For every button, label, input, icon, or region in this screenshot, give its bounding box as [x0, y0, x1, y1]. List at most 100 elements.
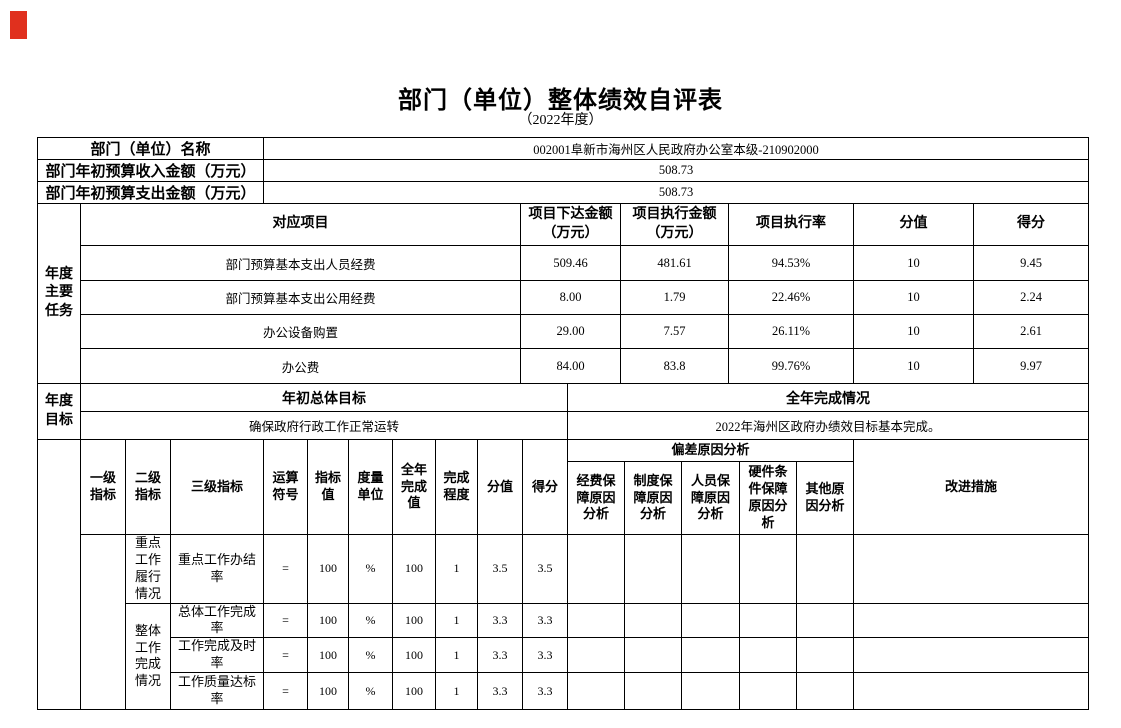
- task-score-cell: 2.24: [973, 280, 1089, 315]
- task-score-cell: 9.45: [973, 245, 1089, 281]
- personnel-cause-cell: [681, 602, 740, 639]
- task-rate-cell: 22.46%: [728, 280, 854, 315]
- points-cell: 3.5: [477, 534, 523, 604]
- task-rate-cell: 94.53%: [728, 245, 854, 281]
- level2-indicator-cell: 重点工作履行情况: [125, 534, 171, 604]
- indicators-section-cell: [37, 438, 81, 711]
- completion-status-value: 2022年海州区政府办绩效目标基本完成。: [567, 411, 1089, 440]
- funding-cause-cell: [567, 637, 625, 674]
- table-row: 确保政府行政工作正常运转 2022年海州区政府办绩效目标基本完成。: [38, 411, 1089, 440]
- other-cause-cell: [795, 534, 855, 604]
- table-row: 年度主要任务 对应项目 项目下达金额（万元） 项目执行金额（万元） 项目执行率 …: [37, 203, 1089, 384]
- actual-value-header: 全年完成值: [392, 439, 436, 535]
- task-points-cell: 10: [853, 348, 974, 384]
- table-row: 年度目标 年初总体目标 全年完成情况: [37, 383, 1089, 440]
- task-project-cell: 办公费: [80, 348, 521, 384]
- table-row: 整体工作完成情况 总体工作完成率 = 100 % 100 1 3.3 3.3: [38, 602, 1090, 711]
- personnel-cause-cell: [681, 672, 740, 711]
- annual-tasks-section-label: 年度主要任务: [37, 203, 81, 384]
- level3-indicator-cell: 工作完成及时率: [170, 637, 264, 674]
- target-value-cell: 100: [307, 637, 349, 674]
- task-project-cell: 部门预算基本支出公用经费: [80, 280, 521, 315]
- points-cell: 3.3: [477, 637, 523, 674]
- budget-income-value: 508.73: [263, 159, 1089, 182]
- initial-goal-value: 确保政府行政工作正常运转: [80, 411, 568, 440]
- operator-cell: =: [263, 672, 308, 711]
- budget-expense-label: 部门年初预算支出金额（万元）: [37, 181, 264, 204]
- table-row: 办公设备购置 29.00 7.57 26.11% 10 2.61: [38, 314, 1089, 349]
- annual-goal-table: 年度目标 年初总体目标 全年完成情况 确保政府行政工作正常运转 2022年海州区…: [37, 383, 1089, 440]
- improvement-measures-header: 改进措施: [853, 439, 1090, 535]
- points-cell: 3.3: [477, 672, 523, 711]
- task-points-cell: 10: [853, 245, 974, 281]
- hardware-cause-cell: [739, 637, 797, 674]
- funding-cause-cell: [567, 672, 625, 711]
- actual-value-cell: 100: [392, 672, 436, 711]
- score-cell: 3.3: [522, 637, 568, 674]
- system-cause-cell: [624, 637, 682, 674]
- form-tables: 部门（单位）名称 002001阜新市海州区人民政府办公室本级-210902000…: [37, 137, 1090, 711]
- unit-cell: %: [348, 637, 393, 674]
- other-cause-cell: [795, 672, 855, 711]
- department-name-label: 部门（单位）名称: [37, 137, 264, 160]
- initial-goal-header: 年初总体目标: [80, 383, 568, 412]
- task-project-cell: 办公设备购置: [80, 314, 521, 349]
- page-subtitle: （2022年度）: [518, 113, 603, 128]
- personnel-cause-cell: [681, 534, 740, 604]
- department-name-value: 002001阜新市海州区人民政府办公室本级-210902000: [263, 137, 1089, 160]
- unit-cell: %: [348, 672, 393, 711]
- unit-cell: %: [348, 602, 393, 639]
- operator-cell: =: [263, 534, 308, 604]
- level3-indicator-cell: 工作质量达标率: [170, 672, 264, 711]
- task-allocated-cell: 509.46: [520, 245, 621, 281]
- target-value-header: 指标值: [307, 439, 349, 535]
- completion-degree-cell: 1: [435, 672, 478, 711]
- task-points-cell: 10: [853, 314, 974, 349]
- hardware-cause-cell: [739, 672, 797, 711]
- score-cell: 3.3: [522, 602, 568, 639]
- task-rate-cell: 99.76%: [728, 348, 854, 384]
- completion-status-header: 全年完成情况: [567, 383, 1089, 412]
- target-value-cell: 100: [307, 672, 349, 711]
- task-executed-cell: 481.61: [620, 245, 729, 281]
- table-row: 部门年初预算收入金额（万元） 508.73: [37, 159, 1089, 182]
- task-score-cell: 2.61: [973, 314, 1089, 349]
- improvement-measures-cell: [853, 672, 1090, 711]
- task-score-cell: 9.97: [973, 348, 1089, 384]
- other-cause-header: 其他原因分析: [795, 461, 855, 535]
- task-score-header: 得分: [973, 203, 1089, 246]
- score-cell: 3.3: [522, 672, 568, 711]
- other-cause-cell: [795, 602, 855, 639]
- level3-indicator-cell: 总体工作完成率: [170, 602, 264, 639]
- unit-header: 度量单位: [348, 439, 393, 535]
- operator-header: 运算符号: [263, 439, 308, 535]
- indicators-table: 一级指标 二级指标 三级指标 运算符号 指标值 度量单位 全年完成值 完成程度 …: [37, 438, 1090, 711]
- improvement-measures-cell: [853, 534, 1090, 604]
- task-allocated-cell: 8.00: [520, 280, 621, 315]
- actual-value-cell: 100: [392, 602, 436, 639]
- task-executed-cell: 7.57: [620, 314, 729, 349]
- operator-cell: =: [263, 637, 308, 674]
- task-executed-cell: 1.79: [620, 280, 729, 315]
- personnel-cause-cell: [681, 637, 740, 674]
- budget-income-label: 部门年初预算收入金额（万元）: [37, 159, 264, 182]
- table-row: 工作完成及时率 = 100 % 100 1 3.3 3.3: [38, 637, 1090, 674]
- improvement-measures-cell: [853, 602, 1090, 639]
- hardware-cause-header: 硬件条件保障原因分析: [739, 461, 797, 535]
- actual-value-cell: 100: [392, 534, 436, 604]
- target-value-cell: 100: [307, 602, 349, 639]
- task-allocated-header: 项目下达金额（万元）: [520, 203, 621, 246]
- level1-indicator-cell: [80, 533, 126, 711]
- system-cause-cell: [624, 534, 682, 604]
- table-row: 一级指标 二级指标 三级指标 运算符号 指标值 度量单位 全年完成值 完成程度 …: [37, 438, 1090, 711]
- funding-cause-cell: [567, 602, 625, 639]
- unit-cell: %: [348, 534, 393, 604]
- deviation-analysis-header: 偏差原因分析: [566, 439, 855, 462]
- table-row: 办公费 84.00 83.8 99.76% 10 9.97: [38, 348, 1089, 384]
- page-title: 部门（单位）整体绩效自评表: [398, 87, 723, 114]
- funding-cause-header: 经费保障原因分析: [567, 461, 625, 535]
- annual-tasks-table: 年度主要任务 对应项目 项目下达金额（万元） 项目执行金额（万元） 项目执行率 …: [37, 203, 1089, 384]
- task-project-cell: 部门预算基本支出人员经费: [80, 245, 521, 281]
- personnel-cause-header: 人员保障原因分析: [681, 461, 740, 535]
